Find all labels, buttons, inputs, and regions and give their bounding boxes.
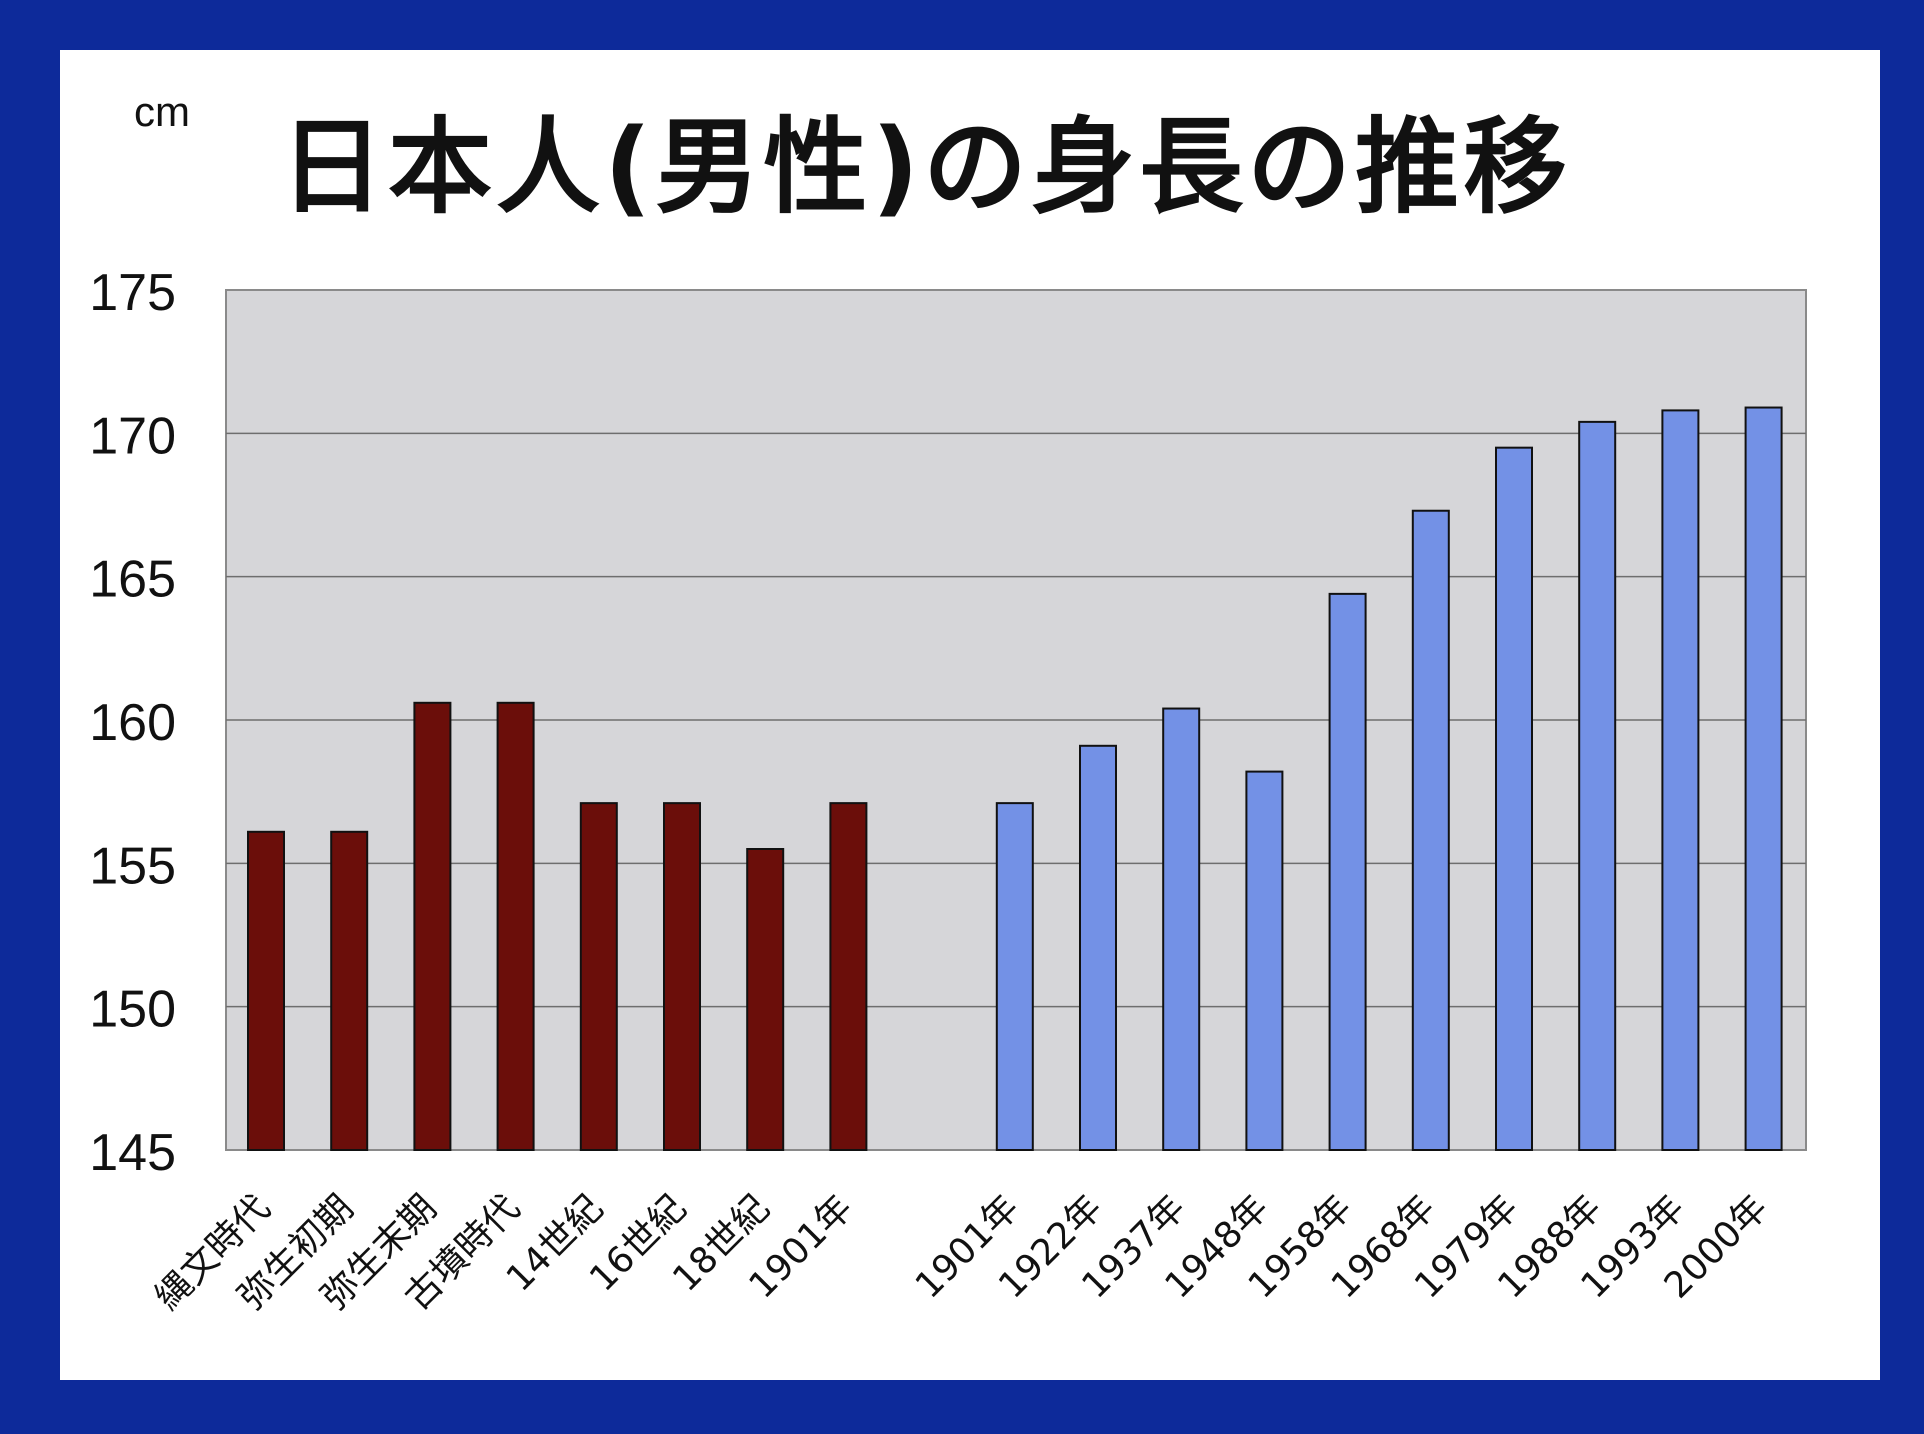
bar-5 — [663, 802, 701, 1152]
bar-7 — [829, 802, 868, 1152]
y-tick-label: 170 — [89, 407, 176, 465]
y-axis-unit-label: cm — [134, 88, 190, 135]
bar-3 — [496, 701, 535, 1151]
bar-6 — [746, 848, 785, 1151]
y-tick-label: 155 — [89, 837, 176, 895]
bar-12 — [1245, 770, 1284, 1151]
bar-1 — [330, 830, 369, 1151]
y-tick-label: 150 — [89, 981, 176, 1039]
bar-10 — [1079, 744, 1117, 1151]
bar-17 — [1661, 409, 1700, 1151]
bar-4 — [579, 802, 618, 1152]
bar-2 — [413, 701, 452, 1151]
y-tick-label: 145 — [89, 1124, 176, 1182]
bar-18 — [1744, 406, 1783, 1151]
bar-11 — [1162, 707, 1201, 1151]
chart-title: 日本人(男性)の身長の推移 — [280, 106, 1572, 228]
bar-0 — [247, 830, 285, 1151]
y-tick-label: 165 — [89, 551, 176, 609]
bar-15 — [1495, 446, 1533, 1151]
y-tick-label: 175 — [89, 264, 176, 322]
bar-14 — [1411, 509, 1450, 1151]
bar-9 — [995, 802, 1034, 1152]
y-tick-label: 160 — [89, 694, 176, 752]
bar-13 — [1328, 592, 1367, 1151]
bar-16 — [1578, 420, 1617, 1152]
